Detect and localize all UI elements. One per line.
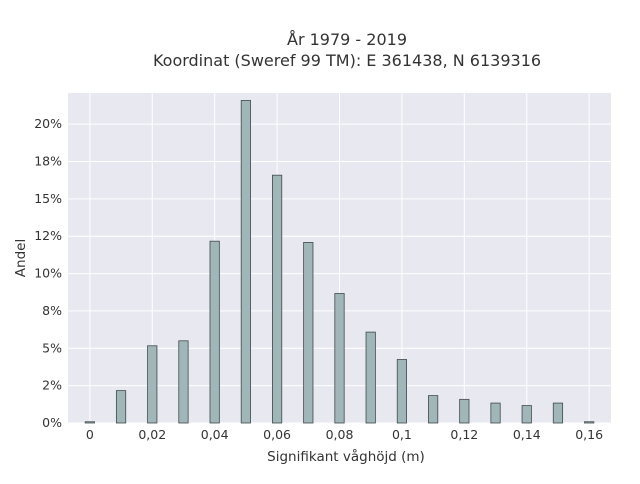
histogram-bar [84, 421, 95, 424]
y-axis-ticks: 0% 2% 5% 8% 10% 12% 15% 18% 20% [34, 116, 62, 430]
histogram-bar [584, 421, 595, 424]
histogram-bar [428, 395, 439, 424]
histogram-bar [303, 242, 314, 424]
histogram-bar [365, 331, 376, 424]
x-tick-label: 0,1 [392, 427, 412, 442]
x-axis-title: Signifikant våghöjd (m) [267, 448, 425, 465]
y-tick-label: 0% [42, 415, 62, 430]
x-axis-ticks: 0 0,02 0,04 0,06 0,08 0,1 0,12 0,14 0,16 [86, 427, 603, 442]
x-tick-label: 0,12 [450, 427, 478, 442]
y-tick-label: 5% [42, 340, 62, 355]
histogram-bar [552, 402, 564, 424]
y-axis-title: Andel [13, 239, 29, 277]
x-tick-label: 0,16 [575, 427, 603, 442]
histogram-bar [115, 390, 127, 424]
y-tick-label: 2% [42, 378, 62, 393]
y-tick-label: 12% [34, 228, 62, 243]
histogram-bar [178, 340, 189, 424]
histogram-bar [334, 293, 345, 424]
x-tick-label: 0,06 [263, 427, 291, 442]
x-tick-label: 0,08 [326, 427, 354, 442]
chart-title: År 1979 - 2019 [287, 30, 407, 49]
x-tick-label: 0,04 [201, 427, 229, 442]
y-tick-label: 8% [42, 303, 62, 318]
y-tick-label: 10% [34, 266, 62, 281]
histogram-bar [240, 100, 251, 424]
y-tick-label: 18% [34, 153, 62, 168]
histogram-bar [459, 398, 470, 424]
histogram-bar [147, 345, 158, 424]
x-tick-label: 0 [86, 427, 94, 442]
histogram-bar [490, 402, 501, 424]
y-tick-label: 20% [34, 116, 62, 131]
bars [84, 100, 595, 424]
x-tick-label: 0,02 [138, 427, 166, 442]
histogram-bar [396, 359, 407, 424]
histogram-bar [272, 174, 283, 424]
x-tick-label: 0,14 [513, 427, 541, 442]
chart-subtitle: Koordinat (Sweref 99 TM): E 361438, N 61… [153, 51, 541, 70]
histogram-bar [209, 240, 220, 424]
histogram-bar [521, 405, 532, 424]
y-tick-label: 15% [34, 191, 62, 206]
